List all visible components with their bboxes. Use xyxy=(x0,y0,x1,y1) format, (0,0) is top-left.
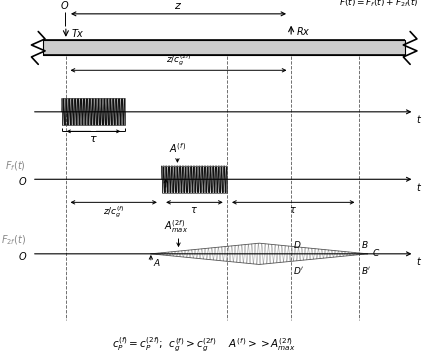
Text: $F_f(t)$: $F_f(t)$ xyxy=(6,159,26,173)
Text: $\tau$: $\tau$ xyxy=(190,205,198,215)
Text: $O$: $O$ xyxy=(60,0,69,11)
Text: $z$: $z$ xyxy=(174,1,183,11)
Text: $A_{max}^{(2f)}$: $A_{max}^{(2f)}$ xyxy=(164,218,188,235)
Text: $z/c_g^{(2f)}$: $z/c_g^{(2f)}$ xyxy=(166,52,191,68)
Text: $Tx$: $Tx$ xyxy=(71,27,85,39)
Text: $B$: $B$ xyxy=(361,239,369,250)
Text: $A^{(f)}$: $A^{(f)}$ xyxy=(169,141,186,155)
Text: $c_P^{(f)} = c_P^{(2f)}$;  $c_g^{(f)} > c_g^{(2f)}$    $A^{(f)} >> A_{max}^{(2f): $c_P^{(f)} = c_P^{(2f)}$; $c_g^{(f)} > c… xyxy=(112,335,296,354)
Text: $F(t) = F_f(t) + F_{2f}(t)$: $F(t) = F_f(t) + F_{2f}(t)$ xyxy=(339,0,419,9)
Text: $F_{2f}(t)$: $F_{2f}(t)$ xyxy=(1,234,26,247)
Text: $\tau$: $\tau$ xyxy=(89,134,98,144)
Text: $z/c_g^{(f)}$: $z/c_g^{(f)}$ xyxy=(103,205,125,220)
Text: $t$: $t$ xyxy=(416,181,422,193)
Text: $C$: $C$ xyxy=(372,247,380,257)
Text: $B'$: $B'$ xyxy=(361,265,372,276)
Text: $\tau$: $\tau$ xyxy=(289,205,297,215)
Text: $O$: $O$ xyxy=(18,175,28,187)
Text: $t$: $t$ xyxy=(416,255,422,267)
Text: $D$: $D$ xyxy=(293,239,302,250)
Text: $Rx$: $Rx$ xyxy=(296,24,311,37)
Text: $O$: $O$ xyxy=(18,250,28,262)
Bar xyxy=(43,40,405,55)
Text: $D'$: $D'$ xyxy=(293,265,305,276)
Text: $t$: $t$ xyxy=(416,113,422,125)
Text: $A$: $A$ xyxy=(153,257,161,268)
